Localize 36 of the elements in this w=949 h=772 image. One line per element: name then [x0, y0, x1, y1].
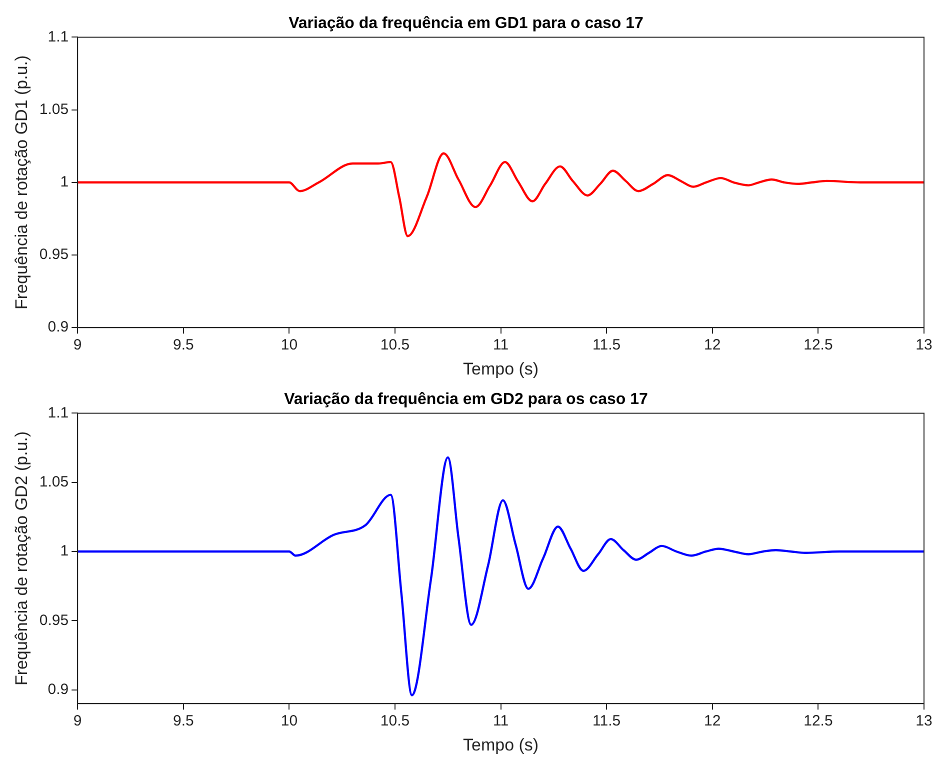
x-tick-label: 12.5	[804, 336, 833, 354]
y-axis-title: Frequência de rotação GD2 (p.u.)	[12, 431, 31, 686]
x-tick-label: 12	[704, 336, 721, 354]
x-tick-label: 12	[704, 712, 721, 730]
x-axis-title: Tempo (s)	[463, 735, 539, 754]
x-tick-label: 13	[916, 712, 932, 730]
x-tick-label: 13	[916, 336, 932, 354]
y-tick-label: 1.05	[39, 100, 69, 118]
y-tick-label: 1.05	[39, 473, 69, 490]
x-axis-title: Tempo (s)	[463, 359, 539, 378]
x-tick-label: 9	[73, 336, 82, 354]
line-series	[78, 152, 924, 238]
y-tick-label: 1	[60, 174, 69, 191]
x-tick-label: 9.5	[172, 712, 194, 730]
y-tick-label: 1.1	[48, 28, 69, 46]
chart-title: Variação da frequência em GD2 para os caso 17	[284, 391, 648, 408]
x-tick-label: 11.5	[592, 336, 621, 354]
chart-title: Variação da frequência em GD1 para o caso 17	[288, 15, 644, 32]
x-tick-label: 11.5	[592, 712, 621, 730]
x-tick-label: 11	[493, 336, 509, 354]
x-tick-label: 9.5	[172, 336, 194, 354]
x-tick-label: 10	[280, 712, 298, 730]
line-series	[78, 456, 924, 696]
y-tick-label: 1	[60, 542, 69, 560]
y-tick-label: 0.9	[48, 318, 69, 336]
y-tick-label: 1.1	[48, 404, 69, 422]
x-tick-label: 10.5	[380, 336, 410, 354]
x-tick-label: 9	[73, 712, 82, 730]
y-tick-label: 0.95	[39, 612, 69, 629]
x-tick-label: 10	[280, 336, 298, 354]
y-tick-label: 0.95	[39, 246, 69, 264]
y-tick-label: 0.9	[48, 680, 69, 698]
x-tick-label: 10.5	[380, 712, 410, 730]
x-tick-label: 11	[493, 712, 509, 730]
x-tick-label: 12.5	[804, 712, 833, 730]
y-axis-title: Frequência de rotação GD1 (p.u.)	[12, 55, 31, 310]
